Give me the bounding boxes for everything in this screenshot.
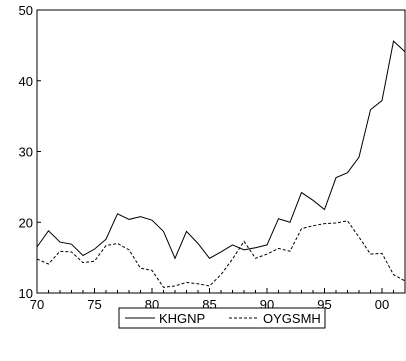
legend: KHGNP OYGSMH bbox=[118, 307, 326, 329]
legend-label-oygsmh: OYGSMH bbox=[263, 311, 321, 326]
data-point-oygsmh bbox=[243, 241, 244, 242]
data-point-khgnp bbox=[128, 219, 129, 220]
data-point-khgnp bbox=[266, 244, 267, 245]
data-point-oygsmh bbox=[163, 287, 164, 288]
data-point-khgnp bbox=[289, 222, 290, 223]
series-line-khgnp bbox=[36, 40, 406, 260]
data-point-oygsmh bbox=[186, 282, 187, 283]
data-point-oygsmh bbox=[197, 283, 198, 284]
data-point-oygsmh bbox=[278, 248, 279, 249]
data-point-khgnp bbox=[105, 239, 106, 240]
data-point-oygsmh bbox=[289, 251, 290, 252]
data-point-khgnp bbox=[312, 200, 313, 201]
data-point-khgnp bbox=[347, 172, 348, 173]
data-point-oygsmh bbox=[335, 222, 336, 223]
data-point-khgnp bbox=[301, 192, 302, 193]
data-point-khgnp bbox=[140, 216, 141, 217]
data-point-oygsmh bbox=[128, 249, 129, 250]
data-point-khgnp bbox=[197, 243, 198, 244]
data-point-oygsmh bbox=[393, 274, 394, 275]
data-point-oygsmh bbox=[358, 237, 359, 238]
y-tick-label: 20 bbox=[19, 215, 33, 230]
series-line-oygsmh bbox=[36, 220, 406, 288]
data-point-khgnp bbox=[393, 41, 394, 42]
data-point-oygsmh bbox=[105, 245, 106, 246]
data-point-khgnp bbox=[370, 109, 371, 110]
y-tick-label: 50 bbox=[19, 3, 33, 18]
data-point-oygsmh bbox=[381, 253, 382, 254]
data-point-khgnp bbox=[255, 247, 256, 248]
plot-area bbox=[36, 40, 406, 288]
y-tick-label: 30 bbox=[19, 145, 33, 160]
y-tick-label: 40 bbox=[19, 74, 33, 89]
data-point-khgnp bbox=[358, 157, 359, 158]
x-tick-label: 75 bbox=[87, 297, 101, 312]
data-point-khgnp bbox=[381, 100, 382, 101]
data-point-khgnp bbox=[117, 213, 118, 214]
data-point-oygsmh bbox=[151, 270, 152, 271]
data-point-khgnp bbox=[48, 230, 49, 231]
data-point-khgnp bbox=[220, 251, 221, 252]
data-point-oygsmh bbox=[48, 263, 49, 264]
data-point-oygsmh bbox=[266, 253, 267, 254]
data-point-khgnp bbox=[324, 209, 325, 210]
data-point-oygsmh bbox=[209, 285, 210, 286]
data-point-oygsmh bbox=[312, 225, 313, 226]
data-point-oygsmh bbox=[255, 258, 256, 259]
data-point-oygsmh bbox=[94, 261, 95, 262]
data-point-khgnp bbox=[278, 218, 279, 219]
data-point-khgnp bbox=[232, 244, 233, 245]
data-point-oygsmh bbox=[71, 251, 72, 252]
data-point-oygsmh bbox=[232, 258, 233, 259]
data-point-khgnp bbox=[163, 231, 164, 232]
data-point-khgnp bbox=[82, 255, 83, 256]
data-point-khgnp bbox=[243, 249, 244, 250]
data-point-khgnp bbox=[94, 249, 95, 250]
data-point-khgnp bbox=[151, 220, 152, 221]
data-point-oygsmh bbox=[301, 228, 302, 229]
data-point-oygsmh bbox=[220, 274, 221, 275]
data-point-oygsmh bbox=[59, 251, 60, 252]
x-tick-label: 70 bbox=[30, 297, 44, 312]
data-point-oygsmh bbox=[117, 243, 118, 244]
data-point-khgnp bbox=[186, 231, 187, 232]
data-point-oygsmh bbox=[370, 253, 371, 254]
data-point-khgnp bbox=[71, 244, 72, 245]
data-point-oygsmh bbox=[140, 268, 141, 269]
data-point-oygsmh bbox=[347, 220, 348, 221]
y-tick-label: 10 bbox=[19, 286, 33, 301]
legend-box bbox=[118, 307, 326, 329]
data-point-khgnp bbox=[174, 258, 175, 259]
data-point-oygsmh bbox=[174, 285, 175, 286]
data-point-khgnp bbox=[335, 177, 336, 178]
data-point-khgnp bbox=[209, 258, 210, 259]
data-point-khgnp bbox=[59, 241, 60, 242]
data-point-oygsmh bbox=[324, 223, 325, 224]
legend-label-khgnp: KHGNP bbox=[159, 311, 205, 326]
data-point-oygsmh bbox=[82, 262, 83, 263]
x-tick-label: 00 bbox=[375, 297, 389, 312]
